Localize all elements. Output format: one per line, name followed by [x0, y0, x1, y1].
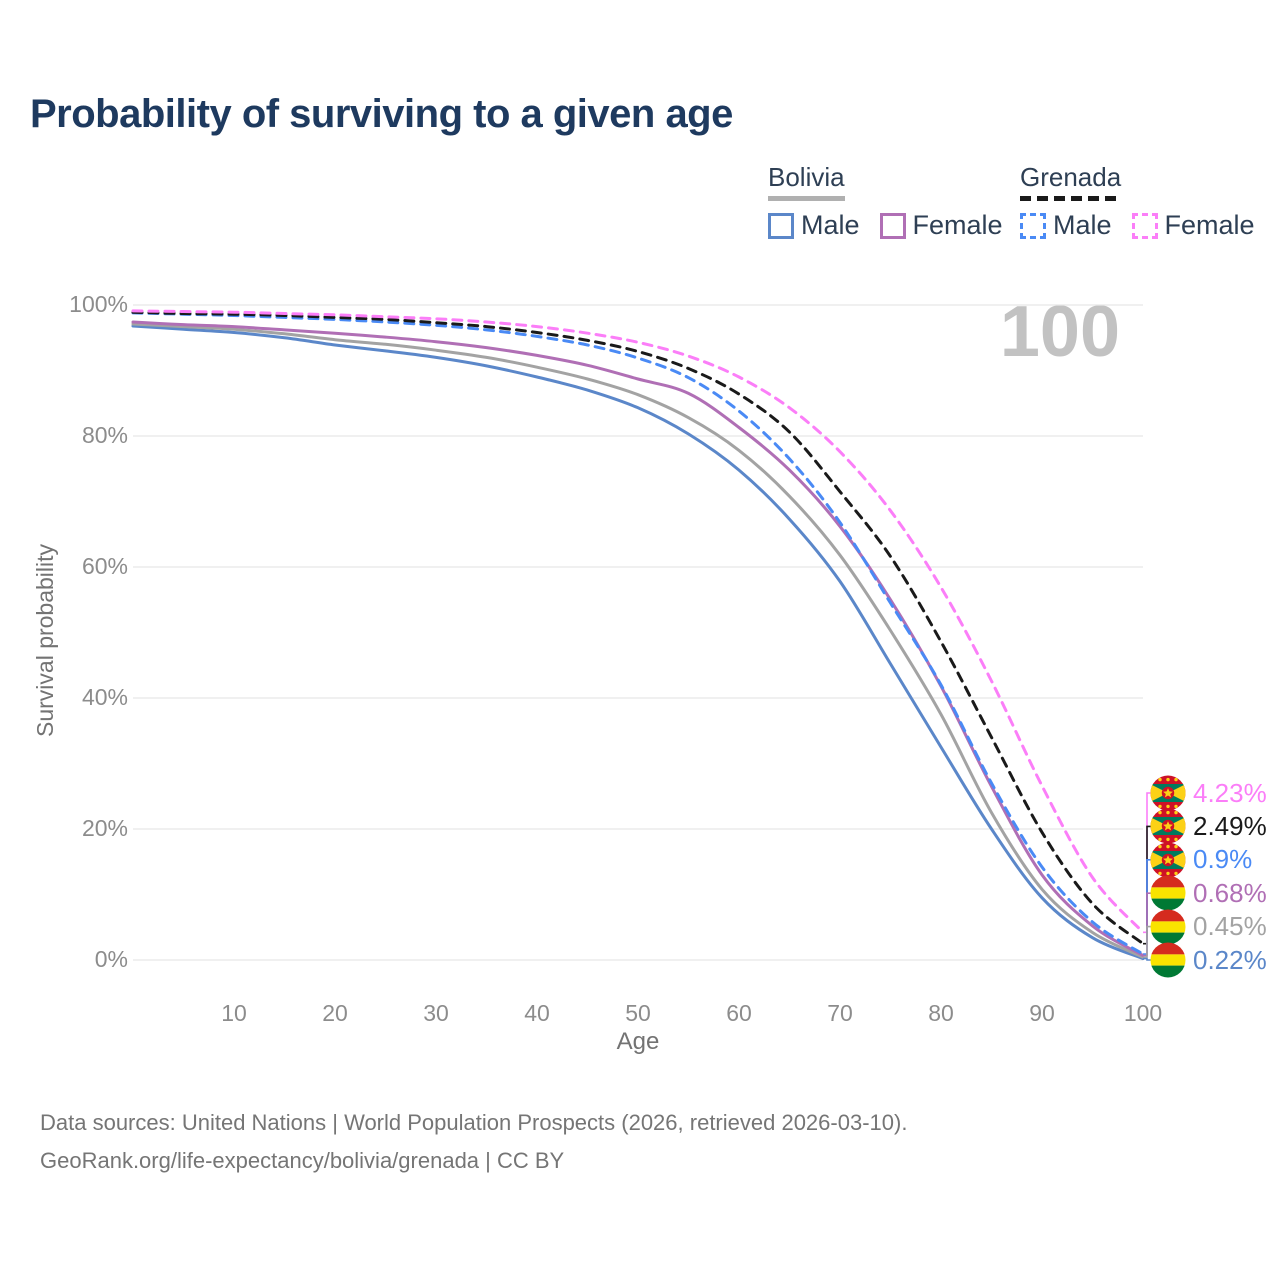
- legend-country-label: Bolivia: [768, 162, 845, 192]
- footer-line-1: Data sources: United Nations | World Pop…: [40, 1110, 908, 1135]
- grenada-flag-icon: [1150, 775, 1186, 811]
- end-label-value: 0.45%: [1193, 911, 1267, 942]
- y-tick-label: 0%: [94, 946, 128, 972]
- age-counter-watermark: 100: [999, 292, 1120, 372]
- x-tick-label: 80: [928, 1000, 954, 1026]
- x-tick-label: 50: [625, 1000, 651, 1026]
- legend-item-grenada-female[interactable]: Female: [1131, 210, 1255, 241]
- end-label-bolivia-male: 0.22%: [1150, 942, 1267, 978]
- end-label-value: 2.49%: [1193, 810, 1267, 841]
- end-label-value: 0.68%: [1193, 877, 1267, 908]
- legend-item-label: Male: [801, 210, 860, 240]
- x-tick-label: 90: [1029, 1000, 1055, 1026]
- x-axis-title: Age: [616, 1028, 660, 1055]
- end-label-value: 0.22%: [1193, 944, 1267, 975]
- end-label-grenada-male: 0.9%: [1150, 842, 1252, 878]
- end-label-connector-bolivia-all: [1143, 925, 1151, 958]
- page-title: Probability of surviving to a given age: [30, 92, 733, 136]
- legend-item-label: Female: [912, 210, 1003, 240]
- y-tick-label: 60%: [81, 553, 128, 579]
- legend-swatch-grenada-female: [1131, 212, 1158, 239]
- grenada-flag-icon: [1150, 808, 1186, 844]
- footer-attribution: Data sources: United Nations | World Pop…: [40, 1104, 907, 1180]
- legend-item-bolivia-male[interactable]: Male: [768, 210, 860, 241]
- x-tick-label: 60: [726, 1000, 752, 1026]
- y-tick-label: 80%: [81, 422, 128, 448]
- series-path-bolivia-male: [131, 324, 1145, 961]
- x-tick-label: 40: [524, 1000, 550, 1026]
- x-tick-label: 100: [1123, 1000, 1163, 1026]
- y-axis-title: Survival probability: [32, 543, 58, 737]
- x-tick-label: 70: [827, 1000, 853, 1026]
- legend-items: Male Female: [1020, 210, 1255, 241]
- series-path-grenada-female: [131, 309, 1145, 934]
- end-label-grenada-all: 2.49%: [1150, 808, 1267, 844]
- grenada-flag-icon: [1150, 842, 1186, 878]
- legend-country-header: Bolivia: [768, 162, 845, 201]
- bolivia-flag-icon: [1150, 909, 1186, 945]
- end-label-value: 0.9%: [1193, 844, 1253, 875]
- legend-item-label: Female: [1164, 210, 1255, 240]
- series-path-bolivia-female: [131, 320, 1145, 957]
- legend-group-grenada: Grenada Male Female: [1020, 162, 1255, 241]
- legend-swatch-grenada-male: [1020, 212, 1046, 239]
- legend-country-label: Grenada: [1020, 162, 1122, 192]
- series-path-bolivia-all: [131, 322, 1145, 959]
- end-label-grenada-female: 4.23%: [1150, 775, 1267, 811]
- end-label-bolivia-all: 0.45%: [1150, 909, 1267, 945]
- x-tick-label: 10: [221, 1000, 247, 1026]
- legend-item-label: Male: [1053, 210, 1112, 240]
- bolivia-flag-icon: [1150, 942, 1186, 978]
- legend-combined-line-swatch: [768, 196, 845, 201]
- footer-line-2: GeoRank.org/life-expectancy/bolivia/gren…: [40, 1148, 565, 1173]
- y-tick-label: 100%: [69, 291, 128, 317]
- y-tick-label: 20%: [81, 815, 128, 841]
- legend-combined-line-swatch: [1020, 196, 1122, 201]
- end-label-connector-bolivia-female: [1143, 892, 1151, 957]
- x-tick-label: 30: [423, 1000, 449, 1026]
- end-label-value: 4.23%: [1193, 777, 1267, 808]
- legend-swatch-bolivia-female: [879, 212, 906, 239]
- legend-items: Male Female: [768, 210, 1003, 241]
- legend-swatch-bolivia-male: [768, 212, 794, 239]
- series-path-grenada-all: [131, 310, 1145, 946]
- end-label-bolivia-female: 0.68%: [1150, 875, 1267, 911]
- y-tick-label: 40%: [81, 684, 128, 710]
- end-label-connector-bolivia-male: [1143, 957, 1151, 961]
- legend-item-grenada-male[interactable]: Male: [1020, 210, 1112, 241]
- x-tick-label: 20: [322, 1000, 348, 1026]
- legend-group-bolivia: Bolivia Male Female: [768, 162, 1003, 241]
- series-path-grenada-male: [131, 311, 1145, 956]
- bolivia-flag-icon: [1150, 875, 1186, 911]
- legend-country-header: Grenada: [1020, 162, 1122, 201]
- legend-item-bolivia-female[interactable]: Female: [879, 210, 1003, 241]
